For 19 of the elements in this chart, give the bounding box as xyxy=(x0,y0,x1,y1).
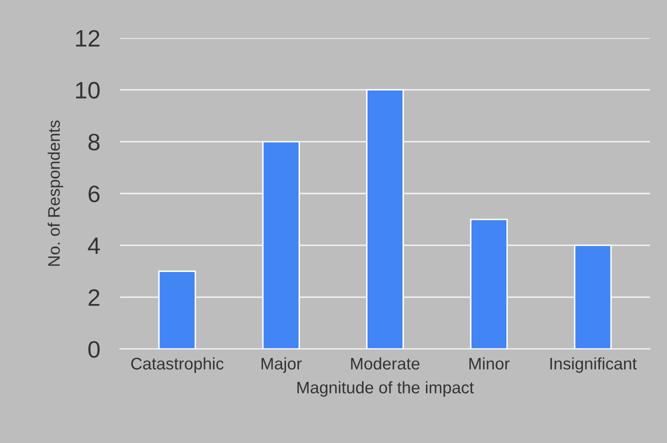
y-tick-label: 6 xyxy=(88,186,100,202)
x-tick-label: Insignificant xyxy=(550,357,637,373)
x-tick-label: Moderate xyxy=(351,357,420,370)
bar xyxy=(158,270,196,349)
y-axis-title: No. of Respondents xyxy=(48,120,64,266)
bar xyxy=(470,218,508,349)
y-tick-label: 10 xyxy=(76,82,100,99)
x-tick-label: Major xyxy=(262,357,302,373)
y-tick-label: 0 xyxy=(88,341,100,358)
bar xyxy=(262,140,300,349)
y-tick-label: 8 xyxy=(88,134,100,150)
x-axis-title: Magnitude of the impact xyxy=(297,381,474,397)
y-tick-label: 4 xyxy=(88,238,100,254)
y-tick-label: 12 xyxy=(76,30,100,47)
bar xyxy=(574,244,612,349)
x-tick-label: Catastrophic xyxy=(131,357,224,373)
x-tick-label: Minor xyxy=(469,357,510,370)
bar xyxy=(366,89,404,349)
y-tick-label: 2 xyxy=(88,289,100,306)
